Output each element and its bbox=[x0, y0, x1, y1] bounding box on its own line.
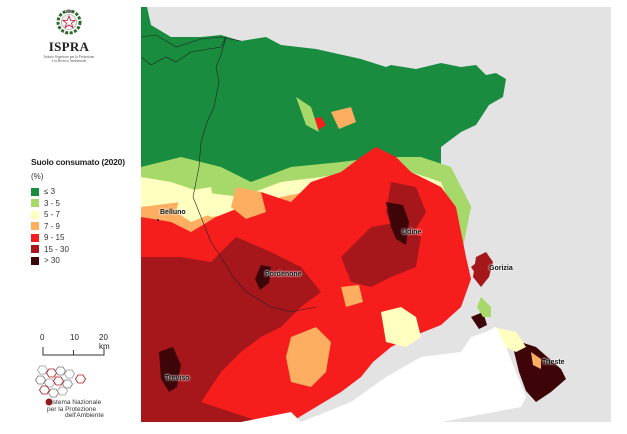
legend-label: 15 - 30 bbox=[44, 244, 69, 254]
italian-republic-emblem-icon bbox=[56, 9, 82, 35]
snpa-line1: Sistema Nazionale bbox=[47, 399, 102, 406]
legend-title: Suolo consumato (2020) bbox=[31, 157, 125, 167]
map-canvas[interactable]: Belluno Pordenone Udine Gorizia Trieste … bbox=[141, 7, 611, 422]
snpa-line2: per la Protezione bbox=[47, 405, 97, 413]
scale-tick-label: 10 bbox=[70, 333, 79, 342]
legend-label: 3 - 5 bbox=[44, 198, 61, 208]
org-subtitle: Istituto Superiore per la Protezione e l… bbox=[29, 55, 109, 63]
city-label-udine[interactable]: Udine bbox=[402, 229, 422, 236]
org-name: ISPRA bbox=[48, 39, 90, 54]
legend-swatch bbox=[31, 245, 39, 254]
snpa-text: Sistema Nazionale per la Protezione dell… bbox=[47, 399, 104, 420]
legend-label: > 30 bbox=[44, 256, 60, 266]
legend-item: > 30 bbox=[31, 255, 125, 267]
city-marker bbox=[157, 219, 159, 221]
legend: Suolo consumato (2020) (%) ≤ 3 3 - 5 5 -… bbox=[31, 157, 125, 267]
legend-item: 5 - 7 bbox=[31, 209, 125, 221]
city-label-belluno[interactable]: Belluno bbox=[160, 209, 186, 216]
scale-labels: 0 10 20 km bbox=[36, 333, 116, 351]
legend-label: ≤ 3 bbox=[44, 187, 56, 197]
legend-item: 15 - 30 bbox=[31, 244, 125, 256]
scale-bar-line bbox=[42, 347, 105, 356]
city-label-gorizia[interactable]: Gorizia bbox=[489, 265, 513, 272]
legend-label: 9 - 15 bbox=[44, 233, 65, 243]
choropleth-map bbox=[141, 7, 566, 422]
legend-item: ≤ 3 bbox=[31, 186, 125, 198]
snpa-logo: Sistema Nazionale per la Protezione dell… bbox=[30, 364, 130, 424]
org-subtitle-line1: Istituto Superiore per la Protezione bbox=[43, 55, 95, 59]
ispra-logo: ISPRA Istituto Superiore per la Protezio… bbox=[44, 8, 94, 78]
scale-tick-label: 0 bbox=[40, 333, 45, 342]
snpa-line3: dell'Ambiente bbox=[65, 412, 104, 419]
city-label-treviso[interactable]: Treviso bbox=[165, 375, 190, 382]
legend-swatch bbox=[31, 256, 39, 265]
legend-item: 7 - 9 bbox=[31, 221, 125, 233]
scale-tick-label: 20 km bbox=[99, 333, 110, 351]
legend-swatch bbox=[31, 233, 39, 242]
legend-label: 7 - 9 bbox=[44, 221, 61, 231]
legend-swatch bbox=[31, 187, 39, 196]
city-label-pordenone[interactable]: Pordenone bbox=[265, 271, 302, 278]
legend-unit: (%) bbox=[31, 172, 44, 181]
legend-swatch bbox=[31, 199, 39, 208]
legend-swatch bbox=[31, 222, 39, 231]
legend-swatch bbox=[31, 210, 39, 219]
scale-bar: 0 10 20 km bbox=[36, 333, 116, 363]
snpa-hexagon-logo-icon bbox=[35, 365, 86, 406]
legend-list: ≤ 3 3 - 5 5 - 7 7 - 9 9 - 15 15 - 30 > 3… bbox=[31, 186, 125, 267]
org-subtitle-line2: e la Ricerca Ambientale bbox=[51, 59, 87, 64]
legend-item: 3 - 5 bbox=[31, 198, 125, 210]
sidebar: ISPRA Istituto Superiore per la Protezio… bbox=[0, 0, 140, 434]
city-label-trieste[interactable]: Trieste bbox=[542, 359, 565, 366]
legend-item: 9 - 15 bbox=[31, 232, 125, 244]
legend-label: 5 - 7 bbox=[44, 210, 61, 220]
